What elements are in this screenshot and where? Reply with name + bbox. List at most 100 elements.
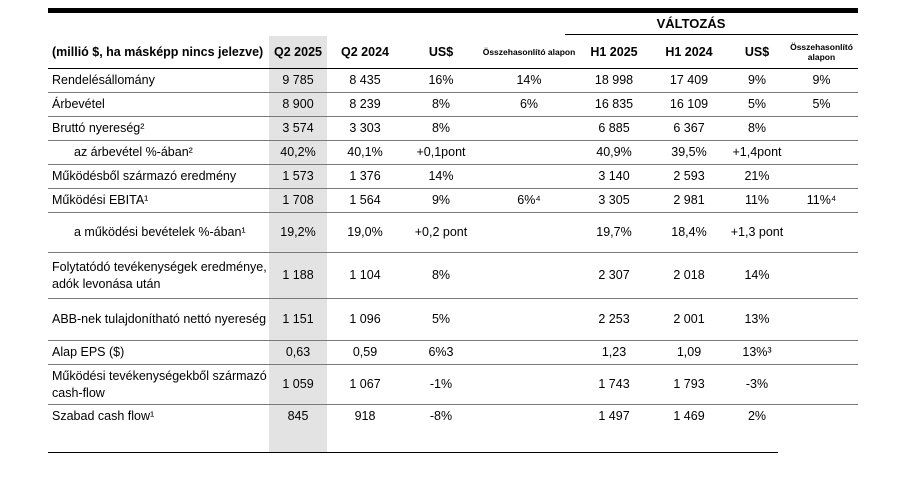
row-label: a működési bevételek %-ában¹: [74, 225, 246, 239]
cell-usd-q: 9%: [431, 193, 451, 207]
cell-q2-2024: 1 096: [349, 312, 381, 326]
cell-h1-2024: 2 593: [673, 169, 705, 183]
cell-comp-h: 9%: [812, 73, 831, 87]
cell-q2-2025: 0,63: [285, 345, 311, 359]
cell-comp-q: [479, 117, 579, 141]
cell-comp-q: [479, 405, 579, 429]
table-row: Működési tevékenységekből származó cash-…: [48, 365, 858, 405]
row-label: Alap EPS ($): [52, 345, 125, 359]
cell-comp-h: [785, 117, 858, 141]
cell-comp-q: [479, 253, 579, 299]
cell-comp-q: [479, 165, 579, 189]
cell-q2-2024: 1 564: [349, 193, 381, 207]
cell-h1-2025: 2 307: [598, 268, 630, 282]
table-row: Működési EBITA¹ 1 708 1 564 9% 6%⁴ 3 305 2 981…: [48, 189, 858, 213]
row-label: Szabad cash flow¹: [52, 409, 155, 424]
header-usd-h: US$: [744, 44, 770, 59]
cell-usd-h: 9%: [747, 73, 767, 87]
cell-comp-q: [479, 141, 579, 165]
cell-usd-h: 5%: [747, 97, 767, 111]
cell-usd-q: 14%: [428, 169, 454, 183]
cell-q2-2024: 8 435: [349, 73, 381, 87]
cell-q2-2024: 1 376: [349, 169, 381, 183]
cell-q2-2024: 1 067: [349, 377, 381, 391]
cell-usd-q: -1%: [429, 377, 453, 391]
cell-usd-q: 16%: [428, 73, 454, 87]
cell-comp-h: [785, 365, 858, 405]
cell-usd-h: 14%: [744, 268, 770, 282]
cell-q2-2025: 3 574: [282, 121, 314, 135]
cell-q2-2025: 1 188: [282, 268, 314, 282]
header-comparable-q: Összehasonlító alapon: [482, 47, 576, 57]
cell-comp-h: [785, 165, 858, 189]
cell-usd-q: 5%: [431, 312, 451, 326]
table-row: a működési bevételek %-ában¹ 19,2% 19,0% +0…: [48, 213, 858, 253]
cell-h1-2025: 40,9%: [596, 145, 632, 159]
cell-h1-2025: 2 253: [598, 312, 630, 326]
table-row: az árbevétel %-ában² 40,2% 40,1% +0,1pont 40…: [48, 141, 858, 165]
cell-usd-h: 2%: [747, 409, 767, 424]
cell-q2-2024: 8 239: [349, 97, 381, 111]
cell-q2-2024: 40,1%: [347, 145, 383, 159]
change-section-rule: [565, 34, 858, 35]
cell-h1-2024: 2 001: [673, 312, 705, 326]
cell-h1-2025: 19,7%: [596, 225, 632, 239]
table-row: Bruttó nyereség² 3 574 3 303 8% 6 885 6 367 8%: [48, 117, 858, 141]
cell-h1-2025: 1 743: [598, 377, 630, 391]
cell-q2-2025: 8 900: [282, 97, 314, 111]
table-body: Rendelésállomány 9 785 8 435 16% 14% 18 998 17…: [48, 69, 858, 429]
cell-usd-q: 8%: [431, 121, 451, 135]
cell-comp-q: [479, 299, 579, 341]
row-label: Rendelésállomány: [52, 73, 155, 87]
header-comparable-h: Összehasonlító alapon: [790, 42, 853, 62]
header-h1-2025: H1 2025: [590, 44, 638, 59]
cell-q2-2025: 1 708: [282, 193, 314, 207]
row-label: Működési tevékenységekből származó cash-…: [52, 368, 267, 400]
cell-q2-2025: 19,2%: [280, 225, 316, 239]
row-label: Működésből származó eredmény: [52, 169, 237, 183]
cell-q2-2025: 9 785: [282, 73, 314, 87]
cell-comp-h: [785, 213, 858, 253]
cell-h1-2024: 1 469: [673, 409, 705, 424]
cell-usd-q: 6%3: [428, 345, 454, 359]
cell-usd-h: -3%: [745, 377, 769, 391]
cell-h1-2024: 1,09: [676, 345, 702, 359]
header-unit-note: (millió $, ha másképp nincs jelezve): [52, 44, 264, 59]
financial-summary-table: (millió $, ha másképp nincs jelezve) Q2 …: [48, 36, 858, 429]
cell-usd-h: 13%³: [742, 345, 772, 359]
cell-comp-q: [479, 365, 579, 405]
cell-h1-2024: 39,5%: [671, 145, 707, 159]
cell-comp-q: 6%⁴: [517, 193, 541, 207]
cell-comp-q: 14%: [516, 73, 542, 87]
row-label: Működési EBITA¹: [52, 193, 149, 207]
cell-q2-2024: 0,59: [352, 345, 378, 359]
row-label: Folytatódó tevékenységek eredménye, adók…: [52, 259, 267, 291]
bottom-rule: [48, 452, 778, 453]
cell-h1-2025: 6 885: [598, 121, 630, 135]
row-label: az árbevétel %-ában²: [74, 145, 193, 159]
cell-h1-2024: 1 793: [673, 377, 705, 391]
cell-comp-h: [785, 253, 858, 299]
cell-usd-h: 21%: [744, 169, 770, 183]
cell-q2-2025: 1 059: [282, 377, 314, 391]
cell-q2-2024: 1 104: [349, 268, 381, 282]
cell-h1-2025: 16 835: [594, 97, 634, 111]
cell-h1-2024: 2 981: [673, 193, 705, 207]
table-row: Szabad cash flow¹ 845 918 -8% 1 497 1 469 2%: [48, 405, 858, 429]
cell-h1-2024: 2 018: [673, 268, 705, 282]
cell-h1-2025: 3 305: [598, 193, 630, 207]
cell-q2-2025: 845: [287, 409, 309, 424]
cell-usd-q: 8%: [431, 268, 451, 282]
cell-q2-2025: 1 151: [282, 312, 314, 326]
cell-h1-2025: 18 998: [594, 73, 634, 87]
row-label: Bruttó nyereség²: [52, 121, 145, 135]
cell-h1-2025: 3 140: [598, 169, 630, 183]
cell-comp-h: [785, 405, 858, 429]
table-row: Árbevétel 8 900 8 239 8% 6% 16 835 16 109 5% 5%: [48, 93, 858, 117]
cell-comp-q: 6%: [519, 97, 539, 111]
cell-comp-h: [785, 141, 858, 165]
row-label: ABB-nek tulajdonítható nettó nyereség: [52, 312, 267, 326]
cell-q2-2025: 1 573: [282, 169, 314, 183]
cell-usd-h: 8%: [747, 121, 767, 135]
row-label: Árbevétel: [52, 97, 105, 111]
